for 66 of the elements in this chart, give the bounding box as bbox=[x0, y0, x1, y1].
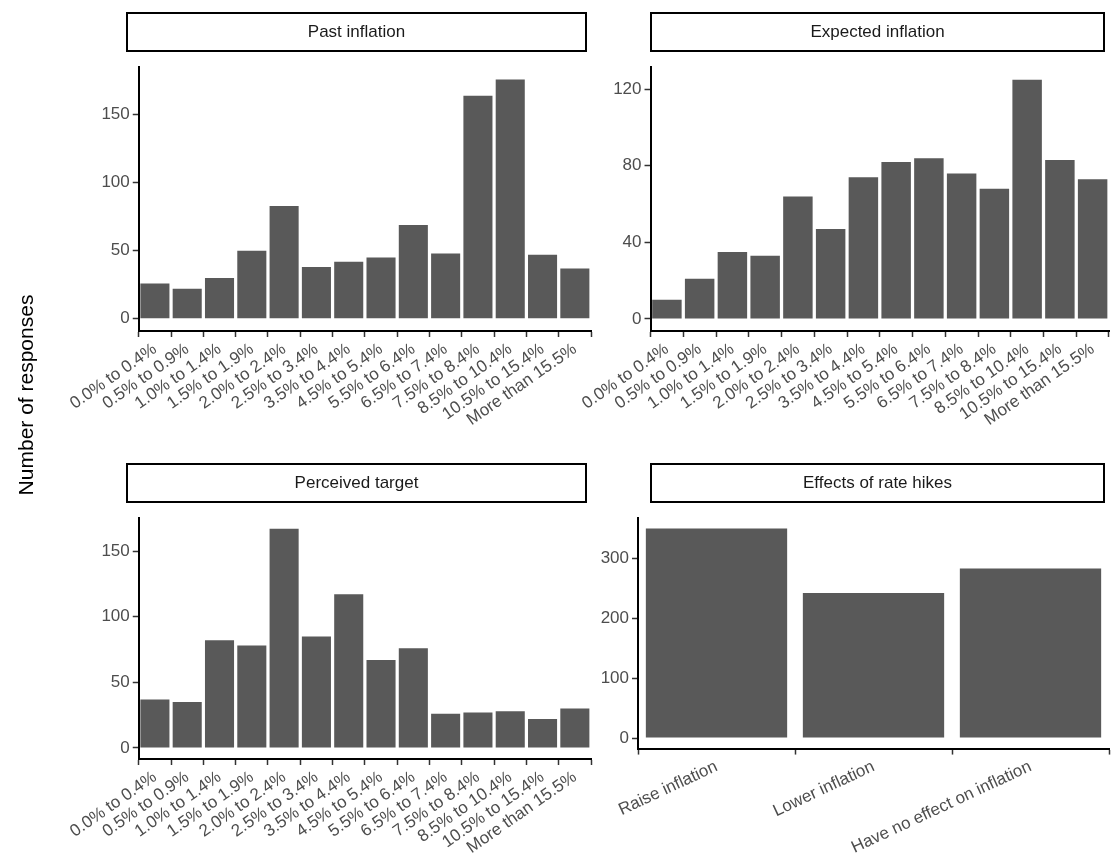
bar bbox=[269, 528, 299, 748]
y-tick-label: 0 bbox=[619, 727, 629, 747]
bar bbox=[431, 253, 461, 319]
bar bbox=[684, 278, 715, 319]
bar bbox=[979, 188, 1010, 319]
bar bbox=[848, 177, 879, 319]
bar bbox=[717, 251, 748, 319]
bar bbox=[495, 79, 525, 319]
chart-title: Expected inflation bbox=[650, 12, 1105, 52]
bar bbox=[140, 283, 170, 319]
bar bbox=[269, 205, 299, 319]
bar bbox=[802, 593, 945, 738]
bar bbox=[140, 699, 170, 748]
bar bbox=[366, 257, 396, 319]
bar bbox=[1012, 79, 1042, 319]
bar bbox=[914, 158, 944, 319]
bar bbox=[366, 660, 396, 748]
bar bbox=[463, 95, 493, 319]
y-tick-label: 50 bbox=[110, 240, 130, 260]
y-tick-label: 300 bbox=[600, 548, 629, 568]
bar bbox=[334, 261, 364, 319]
bar bbox=[204, 640, 235, 748]
y-tick-label: 0 bbox=[632, 308, 642, 328]
chart-title: Past inflation bbox=[126, 12, 587, 52]
bar bbox=[172, 702, 202, 748]
bar bbox=[783, 196, 813, 319]
bar bbox=[237, 645, 267, 748]
bar bbox=[1077, 179, 1108, 319]
bar bbox=[560, 708, 590, 748]
bar bbox=[431, 713, 461, 748]
y-tick-label: 150 bbox=[101, 104, 130, 124]
bar bbox=[946, 173, 977, 319]
chart-title: Perceived target bbox=[126, 463, 587, 503]
bar bbox=[959, 568, 1102, 738]
bar bbox=[881, 161, 911, 319]
bar bbox=[528, 254, 558, 319]
bar bbox=[652, 299, 682, 319]
bar bbox=[645, 528, 788, 738]
chart-title: Effects of rate hikes bbox=[650, 463, 1105, 503]
bar bbox=[398, 648, 428, 748]
bar bbox=[334, 594, 364, 748]
y-tick-label: 100 bbox=[101, 606, 130, 626]
bar bbox=[301, 267, 331, 319]
bar bbox=[204, 277, 235, 319]
y-tick-label: 0 bbox=[120, 737, 130, 757]
y-tick-label: 80 bbox=[622, 155, 642, 175]
bar bbox=[1045, 160, 1075, 319]
y-tick-label: 40 bbox=[622, 232, 642, 252]
y-tick-label: 50 bbox=[110, 672, 130, 692]
y-tick-label: 150 bbox=[101, 540, 130, 560]
bar bbox=[237, 250, 267, 319]
y-tick-label: 120 bbox=[613, 78, 642, 98]
bar bbox=[560, 268, 590, 319]
bar bbox=[301, 636, 331, 748]
y-tick-label: 100 bbox=[600, 667, 629, 687]
y-tick-label: 100 bbox=[101, 172, 130, 192]
bar bbox=[463, 712, 493, 748]
y-tick-label: 0 bbox=[120, 308, 130, 328]
bar bbox=[750, 255, 780, 319]
bar bbox=[495, 711, 525, 748]
y-axis-title: Number of responses bbox=[13, 294, 38, 496]
bar bbox=[815, 228, 846, 319]
bar bbox=[172, 288, 202, 319]
bar bbox=[398, 224, 428, 319]
bar bbox=[528, 719, 558, 748]
y-tick-label: 200 bbox=[600, 607, 629, 627]
